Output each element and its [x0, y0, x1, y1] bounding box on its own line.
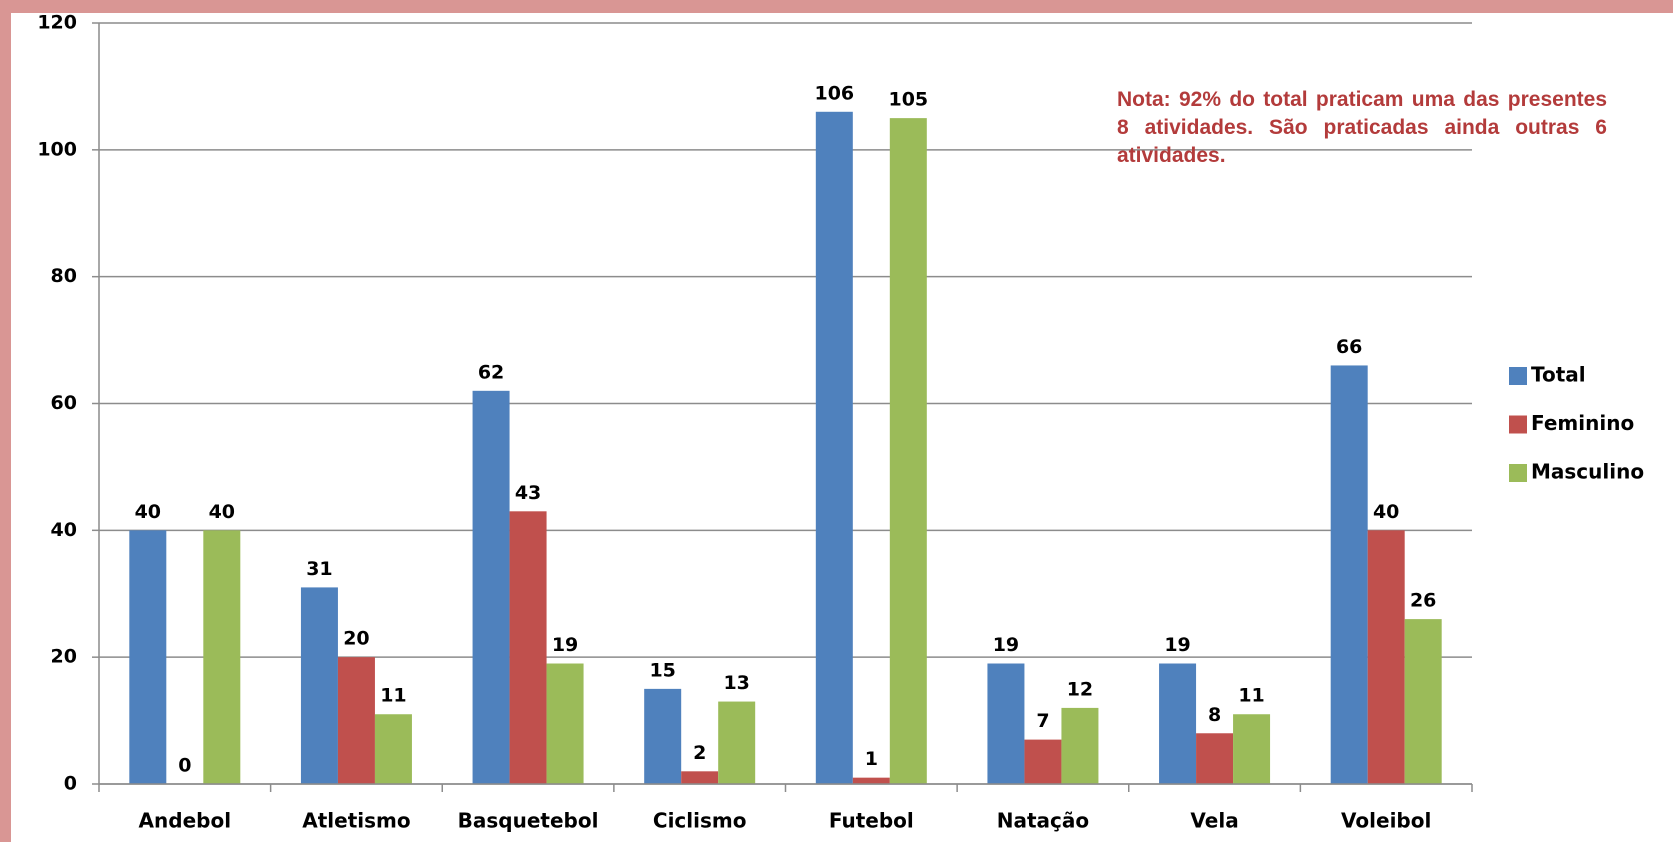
data-label: 62	[478, 361, 504, 383]
bar	[129, 530, 167, 784]
x-tick-label: Voleibol	[1341, 809, 1431, 833]
annotation: Nota: 92% do total praticam uma das pres…	[1117, 88, 1607, 167]
bar	[644, 688, 682, 784]
data-label: 0	[178, 755, 191, 777]
y-tick-label: 120	[37, 12, 77, 34]
bar	[1159, 663, 1197, 784]
legend-label: Total	[1531, 363, 1586, 387]
bar	[374, 714, 412, 784]
y-tick-label: 0	[64, 773, 77, 795]
bar	[1024, 739, 1062, 784]
data-label: 12	[1067, 678, 1093, 700]
legend-label: Masculino	[1531, 460, 1644, 484]
x-tick-label: Basquetebol	[458, 809, 599, 833]
bar	[681, 771, 719, 784]
x-tick-label: Andebol	[139, 809, 232, 833]
bar	[889, 118, 927, 784]
bar	[546, 663, 584, 784]
data-label: 19	[1164, 634, 1190, 656]
data-label: 2	[693, 742, 706, 764]
data-label: 11	[1238, 685, 1264, 707]
bar	[852, 777, 890, 784]
bar	[1404, 619, 1442, 784]
y-tick-label: 80	[51, 265, 77, 287]
x-tick-label: Vela	[1190, 809, 1238, 833]
bar	[203, 530, 241, 784]
data-label: 19	[552, 634, 578, 656]
data-label: 40	[135, 501, 161, 523]
data-label: 105	[888, 89, 928, 111]
bar	[1367, 530, 1405, 784]
data-label: 26	[1410, 590, 1436, 612]
legend-label: Feminino	[1531, 411, 1634, 435]
bar	[300, 587, 338, 784]
data-label: 8	[1208, 704, 1221, 726]
bar	[509, 511, 547, 784]
data-label: 11	[380, 685, 406, 707]
data-label: 40	[1373, 501, 1399, 523]
data-label: 15	[649, 659, 675, 681]
data-label: 1	[865, 748, 878, 770]
y-tick-label: 20	[51, 646, 77, 668]
data-label: 20	[343, 628, 369, 650]
data-label: 13	[723, 672, 749, 694]
y-tick-label: 100	[37, 138, 77, 160]
bar	[1330, 365, 1368, 784]
bar	[1061, 707, 1099, 784]
x-tick-label: Atletismo	[302, 809, 410, 833]
y-tick-label: 40	[51, 519, 77, 541]
bar	[718, 701, 756, 784]
x-tick-label: Futebol	[829, 809, 914, 833]
data-label: 40	[209, 501, 235, 523]
legend-swatch	[1509, 367, 1527, 385]
x-tick-label: Natação	[997, 809, 1089, 833]
data-label: 7	[1036, 710, 1049, 732]
legend-swatch	[1509, 464, 1527, 482]
data-label: 43	[515, 482, 541, 504]
data-label: 66	[1336, 336, 1362, 358]
bar	[987, 663, 1025, 784]
bar	[1233, 714, 1271, 784]
bar	[815, 111, 853, 785]
data-label: 106	[814, 82, 854, 104]
data-label: 19	[993, 634, 1019, 656]
x-tick-label: Ciclismo	[653, 809, 747, 833]
data-label: 31	[306, 558, 332, 580]
bar	[337, 657, 375, 784]
y-tick-label: 60	[51, 392, 77, 414]
bar	[1196, 733, 1234, 784]
legend-swatch	[1509, 415, 1527, 434]
bar	[472, 390, 510, 784]
